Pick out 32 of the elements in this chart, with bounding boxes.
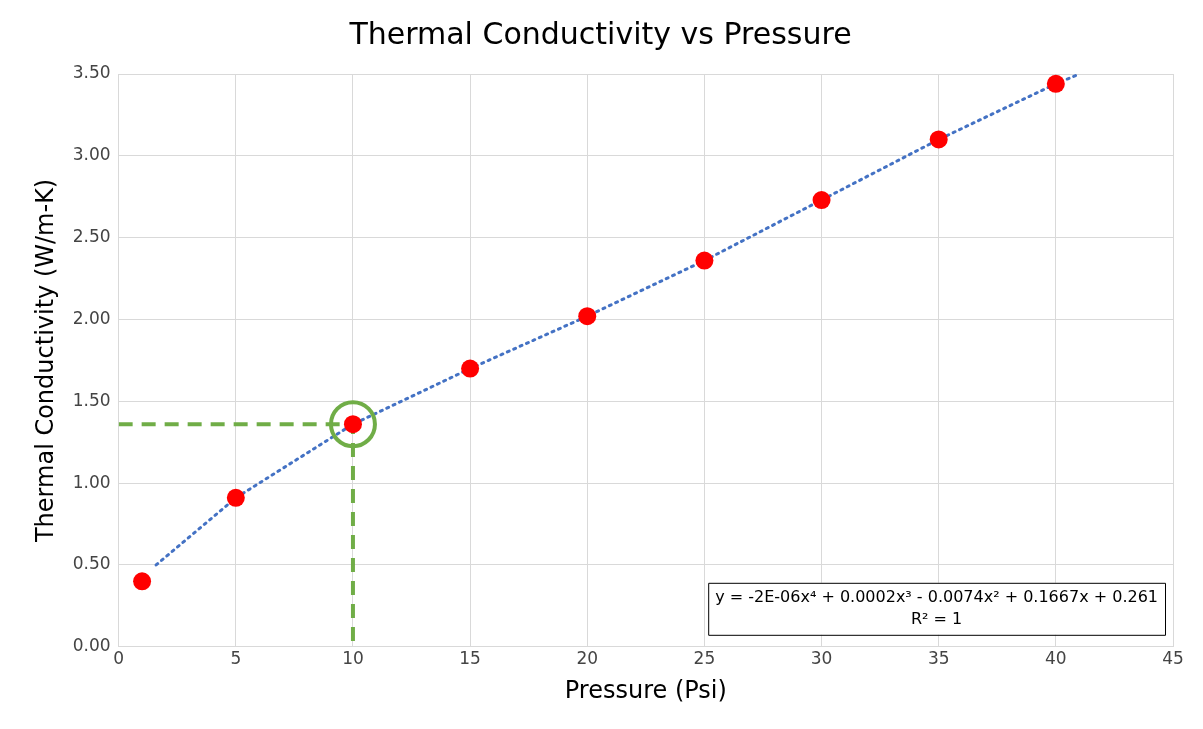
y-tick-label: 3.00 [72, 144, 111, 165]
y-tick-label: 3.50 [72, 62, 111, 83]
y-tick-label: 1.50 [72, 389, 111, 410]
x-tick-label: 25 [693, 648, 716, 669]
x-tick-label: 35 [927, 648, 950, 669]
point [929, 130, 948, 149]
chart-title: Thermal Conductivity vs Pressure [348, 15, 852, 51]
point [578, 307, 597, 326]
x-axis-title: Pressure (Psi) [564, 675, 727, 704]
point [695, 251, 714, 270]
point [1046, 74, 1065, 93]
x-tick-label: 20 [576, 648, 599, 669]
point [461, 359, 480, 378]
x-tick-label: 15 [459, 648, 481, 669]
x-tick-label: 5 [230, 648, 242, 669]
x-tick-label: 0 [113, 648, 125, 669]
x-tick-label: 30 [810, 648, 833, 669]
y-tick-label: 1.00 [72, 471, 111, 492]
point [133, 572, 152, 591]
x-tick-label: 45 [1162, 648, 1184, 669]
point [226, 488, 245, 507]
y-axis-title: Thermal Conductivity (W/m-K) [30, 178, 59, 544]
x-tick-label: 10 [342, 648, 364, 669]
y-tick-label: 0.50 [72, 553, 111, 574]
y-tick-label: 0.00 [72, 635, 111, 656]
annotation: y = -2E-06x⁴ + 0.0002x³ - 0.0074x² + 0.1667x + 0.261 [715, 586, 1158, 606]
y-tick-label: 2.50 [72, 226, 111, 247]
annotation: R² = 1 [910, 608, 963, 628]
point [328, 400, 377, 449]
point [812, 191, 831, 210]
x-tick-label: 40 [1045, 648, 1067, 669]
y-tick-label: 2.00 [72, 307, 111, 328]
